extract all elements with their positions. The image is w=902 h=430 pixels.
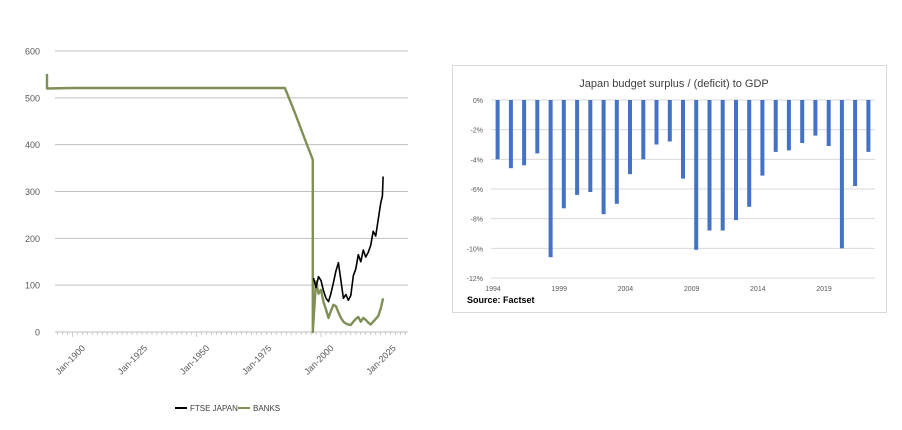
right-chart-title: Japan budget surplus / (deficit) to GDP — [579, 78, 769, 90]
bar-2018 — [813, 100, 818, 136]
bar-2021 — [853, 100, 858, 186]
right-x-tick-label: 1994 — [485, 286, 501, 293]
bar-2014 — [760, 100, 765, 176]
right-y-tick-label: -8% — [471, 217, 483, 224]
left-x-tick-label: Jan-1950 — [178, 343, 212, 377]
bar-1995 — [508, 100, 513, 169]
bar-2012 — [734, 100, 738, 221]
left-series-lines — [45, 73, 385, 334]
bar-1994 — [495, 100, 500, 160]
bar-1996 — [522, 100, 527, 166]
right-y-tick-label: 0% — [473, 98, 483, 105]
source-note: Source: Factset — [467, 295, 535, 305]
right-y-tick-label: -2% — [471, 128, 483, 135]
left-x-tick-label: Jan-2000 — [302, 343, 336, 377]
bar-2004 — [628, 100, 632, 175]
bar-2017 — [800, 100, 805, 143]
left-y-tick-label: 100 — [25, 281, 40, 291]
right-x-tick-label: 1999 — [551, 286, 567, 293]
left-legend: FTSE JAPAN BANKS — [175, 404, 280, 413]
bar-2013 — [747, 100, 752, 207]
bar-2019 — [826, 100, 831, 146]
bar-2011 — [720, 100, 725, 231]
series-line-ftse-japan — [312, 176, 384, 303]
bar-2002 — [601, 100, 606, 215]
legend-label-banks: BANKS — [253, 404, 280, 413]
bar-2016 — [786, 100, 791, 151]
right-chart-panel: Japan budget surplus / (deficit) to GDP … — [452, 65, 887, 313]
right-x-tick-label: 2009 — [684, 286, 700, 293]
bar-2015 — [773, 100, 778, 152]
left-y-tick-label: 300 — [25, 187, 40, 197]
bar-2020 — [839, 100, 844, 249]
left-y-tick-label: 200 — [25, 234, 40, 244]
right-y-tick-label: -12% — [467, 276, 483, 283]
right-bars — [495, 100, 871, 258]
bar-1998 — [548, 100, 553, 258]
right-y-tick-label: -10% — [467, 246, 483, 253]
left-x-axis — [55, 331, 408, 337]
bar-2001 — [588, 100, 593, 192]
bar-2006 — [654, 100, 659, 145]
bar-2000 — [575, 100, 580, 195]
bar-2010 — [707, 100, 712, 231]
bar-2005 — [641, 100, 646, 160]
right-x-tick-label: 2004 — [618, 286, 634, 293]
bar-2008 — [681, 100, 685, 179]
left-x-tick-labels: Jan-1900 Jan-1925 Jan-1950 Jan-1975 Jan-2000… — [53, 343, 397, 377]
bar-2009 — [694, 100, 699, 250]
left-y-tick-labels: 0 100 200 300 400 500 600 — [25, 47, 40, 338]
right-y-tick-labels: 0% -2% -4% -6% -8% -10% -12% — [467, 98, 483, 283]
left-x-tick-label: Jan-1900 — [53, 343, 87, 377]
right-bar-chart: Japan budget surplus / (deficit) to GDP … — [467, 78, 875, 293]
right-x-tick-label: 2019 — [816, 286, 832, 293]
legend-label-ftse-japan: FTSE JAPAN — [190, 404, 238, 413]
left-gridlines — [55, 50, 408, 286]
left-y-tick-label: 600 — [25, 47, 40, 57]
bar-1997 — [535, 100, 540, 154]
left-y-tick-label: 0 — [35, 328, 40, 338]
left-y-tick-label: 500 — [25, 93, 40, 103]
series-line-banks — [45, 73, 385, 334]
left-x-tick-label: Jan-2025 — [364, 343, 398, 377]
bar-2007 — [667, 100, 672, 142]
right-x-tick-label: 2014 — [750, 286, 766, 293]
bar-1999 — [561, 100, 566, 209]
bar-2022 — [866, 100, 871, 152]
left-x-tick-label: Jan-1975 — [240, 343, 274, 377]
right-x-tick-labels: 1994 1999 2004 2009 2014 2019 — [485, 286, 832, 293]
bar-2003 — [614, 100, 619, 204]
left-y-tick-label: 400 — [25, 140, 40, 150]
right-y-tick-label: -6% — [471, 187, 483, 194]
left-x-tick-label: Jan-1925 — [116, 343, 150, 377]
right-y-tick-label: -4% — [471, 157, 483, 164]
